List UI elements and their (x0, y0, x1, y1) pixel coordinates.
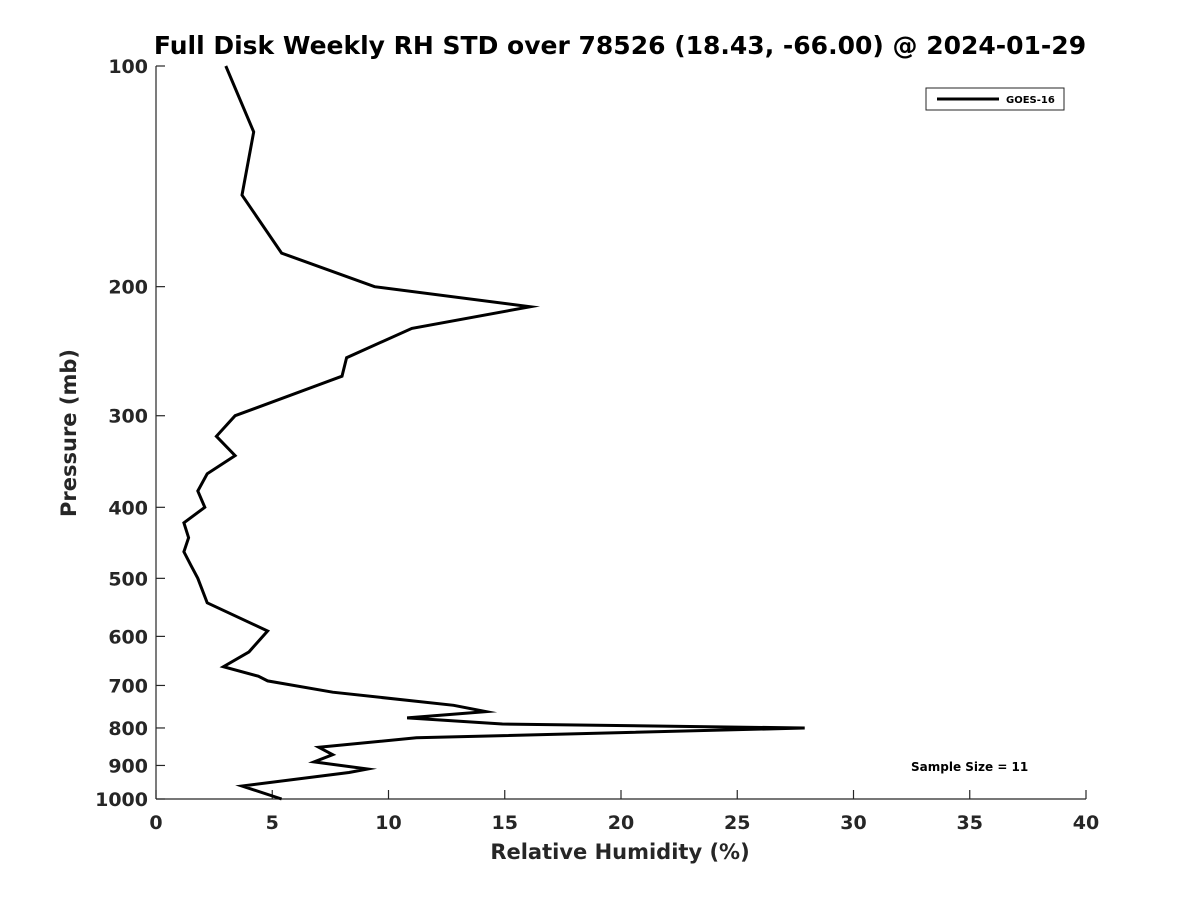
y-ticks: 100 200 300 400 500 600 700 800 900 1000 (95, 56, 165, 811)
x-tick-label: 20 (608, 812, 634, 834)
x-tick-label: 35 (957, 812, 983, 834)
y-tick-label: 900 (108, 755, 148, 777)
x-tick-label: 0 (149, 812, 162, 834)
y-tick-label: 400 (108, 497, 148, 519)
legend: GOES-16 (925, 87, 1065, 111)
sample-size-annotation: Sample Size = 11 (911, 760, 1028, 774)
y-tick-label: 600 (108, 626, 148, 648)
y-tick-label: 200 (108, 277, 148, 299)
y-tick-label: 500 (108, 568, 148, 590)
x-tick-label: 5 (266, 812, 279, 834)
y-tick-label: 1000 (95, 789, 148, 811)
y-axis-label: Pressure (mb) (57, 349, 81, 517)
x-ticks: 0 5 10 15 20 25 30 35 40 (149, 790, 1099, 834)
y-tick-label: 700 (108, 675, 148, 697)
y-tick-label: 300 (108, 406, 148, 428)
x-tick-label: 15 (492, 812, 518, 834)
y-tick-label: 800 (108, 718, 148, 740)
legend-label-goes-16: GOES-16 (1006, 95, 1055, 106)
series-layer (182, 65, 805, 801)
series-line-goes-16 (182, 65, 805, 801)
x-axis-label: Relative Humidity (%) (490, 840, 749, 864)
y-tick-label: 100 (108, 56, 148, 78)
x-tick-label: 40 (1073, 812, 1099, 834)
chart-title: Full Disk Weekly RH STD over 78526 (18.4… (154, 31, 1086, 60)
x-tick-label: 30 (840, 812, 866, 834)
x-tick-label: 10 (375, 812, 401, 834)
x-tick-label: 25 (724, 812, 750, 834)
